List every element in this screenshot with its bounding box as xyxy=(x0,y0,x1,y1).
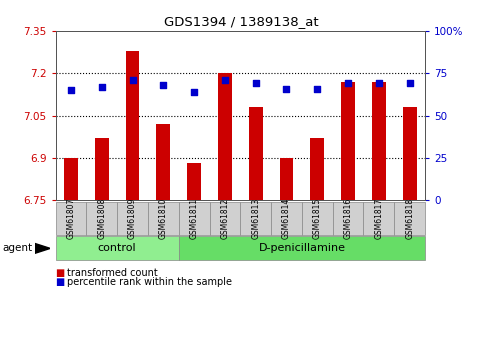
Text: GSM61815: GSM61815 xyxy=(313,198,322,239)
Bar xyxy=(64,158,78,200)
Bar xyxy=(249,107,263,200)
Polygon shape xyxy=(35,244,50,253)
Point xyxy=(221,77,229,83)
Text: GSM61813: GSM61813 xyxy=(251,198,260,239)
Point xyxy=(159,82,167,88)
Text: GSM61811: GSM61811 xyxy=(190,198,199,239)
Text: GSM61809: GSM61809 xyxy=(128,198,137,239)
Bar xyxy=(403,107,416,200)
Bar xyxy=(372,82,386,200)
Text: GSM61807: GSM61807 xyxy=(67,198,75,239)
Text: GDS1394 / 1389138_at: GDS1394 / 1389138_at xyxy=(164,16,319,29)
Text: control: control xyxy=(98,244,136,253)
Text: GSM61810: GSM61810 xyxy=(159,198,168,239)
Text: agent: agent xyxy=(2,244,32,253)
Point xyxy=(67,88,75,93)
Text: ■: ■ xyxy=(56,277,65,287)
Bar xyxy=(187,164,201,200)
Text: percentile rank within the sample: percentile rank within the sample xyxy=(67,277,232,287)
Bar xyxy=(218,73,232,200)
Bar xyxy=(341,82,355,200)
Text: GSM61814: GSM61814 xyxy=(282,198,291,239)
Bar xyxy=(126,51,140,200)
Point xyxy=(283,86,290,91)
Point xyxy=(190,89,198,95)
Point xyxy=(406,81,413,86)
Point xyxy=(128,77,136,83)
Point xyxy=(252,81,259,86)
Point xyxy=(313,86,321,91)
Bar xyxy=(156,124,170,200)
Text: GSM61808: GSM61808 xyxy=(97,198,106,239)
Text: transformed count: transformed count xyxy=(67,268,157,277)
Bar xyxy=(311,138,324,200)
Point xyxy=(344,81,352,86)
Point xyxy=(375,81,383,86)
Text: GSM61816: GSM61816 xyxy=(343,198,353,239)
Text: D-penicillamine: D-penicillamine xyxy=(258,244,345,253)
Point xyxy=(98,84,106,90)
Bar xyxy=(95,138,109,200)
Bar xyxy=(280,158,293,200)
Text: GSM61818: GSM61818 xyxy=(405,198,414,239)
Text: ■: ■ xyxy=(56,268,65,277)
Text: GSM61817: GSM61817 xyxy=(374,198,384,239)
Text: GSM61812: GSM61812 xyxy=(220,198,229,239)
